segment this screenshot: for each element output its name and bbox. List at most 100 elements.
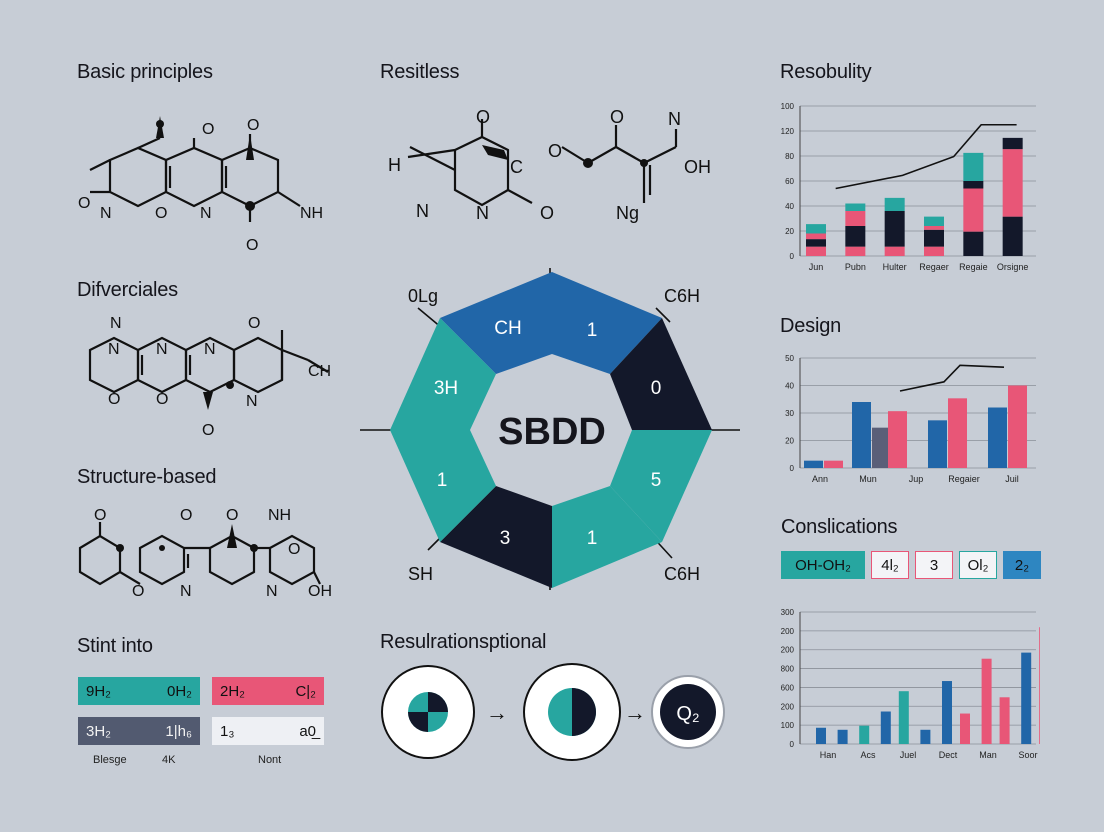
flow-arrow: → (486, 700, 508, 725)
atom-label: N (156, 341, 168, 358)
atom-label: OH (684, 157, 711, 177)
atom-label: NH (268, 507, 291, 524)
atom-label: O (202, 121, 214, 138)
bar (981, 658, 992, 744)
bar (824, 460, 843, 468)
y-tick-label: 0 (790, 464, 795, 473)
x-tick-label: Han (820, 750, 837, 760)
bar-segment (1002, 216, 1023, 256)
x-tick-label: Mun (859, 474, 877, 484)
y-tick-label: 30 (785, 409, 794, 418)
atom-label: O (226, 507, 238, 524)
bar-segment (924, 226, 944, 230)
stint-caption: Blesge (93, 754, 127, 766)
ring-segment (440, 486, 552, 588)
bar (960, 713, 970, 744)
ring-segment (390, 318, 496, 430)
stint-caption: 4K (162, 754, 176, 766)
molecule-difverciales: N N N N O O O N O CH (88, 315, 331, 439)
chip-right: a0̲ (299, 722, 316, 740)
bar-segment (845, 211, 866, 226)
legend-item: 2₂ (1003, 551, 1041, 579)
atom-label: O (94, 507, 106, 524)
section-title-structure-based: Structure-based (77, 466, 217, 488)
stint-chip: 3H₂ 1|h₆ (78, 717, 200, 745)
bar (948, 398, 967, 468)
legend-item: 4l₂ (871, 551, 909, 579)
ring-segment-label: 5 (651, 470, 662, 491)
flow-diagram: → → Q₂ (381, 663, 725, 761)
y-tick-label: 200 (781, 702, 795, 711)
atom-label: N (204, 341, 216, 358)
chip-left: 3H₂ (86, 722, 111, 740)
x-tick-label: Dect (939, 750, 958, 760)
ring-outer-label: C6H (664, 286, 700, 306)
atom-label: Ng (616, 203, 639, 223)
section-title-resulrationsptional: Resulrationsptional (380, 631, 547, 653)
atom-label: NH (300, 205, 323, 222)
atom-label: O (78, 195, 90, 212)
flow-arrow: → (624, 700, 646, 725)
x-tick-label: Regaie (959, 262, 988, 272)
x-tick-label: Man (979, 750, 997, 760)
atom-label: O (248, 315, 260, 332)
atom-label: O (610, 107, 624, 127)
bar (804, 460, 823, 468)
x-tick-label: Regaier (948, 474, 980, 484)
y-tick-label: 20 (785, 227, 794, 236)
chip-left: 2H₂ (220, 682, 245, 700)
y-tick-label: 0 (790, 740, 795, 749)
molecule-resitless: O H C N N O O O N OH Ng (388, 107, 711, 223)
section-title-difverciales: Difverciales (77, 279, 178, 301)
y-tick-label: 100 (781, 102, 795, 111)
chart-bottom-bars: 300 200 200 800 600 200 100 0 Han Acs Juel Dect Man S… (781, 608, 1040, 760)
ring-outer-label: 0Lg (408, 286, 438, 306)
legend-item: OH-OH₂ (781, 551, 865, 579)
y-tick-label: 600 (781, 683, 795, 692)
bar (999, 697, 1010, 744)
chart-title-design: Design (780, 315, 842, 337)
ring-segment-label: CH (494, 318, 521, 339)
legend-item: Ol₂ (959, 551, 997, 579)
bar (859, 725, 870, 744)
atom-label: N (108, 341, 120, 358)
atom-label: N (180, 583, 192, 600)
x-tick-label: Acs (860, 750, 876, 760)
bar-segment (884, 197, 905, 211)
atom-label: O (108, 391, 120, 408)
bar (852, 402, 871, 468)
bar (1008, 385, 1027, 468)
atom-label: O (288, 541, 300, 558)
bar-segment (963, 231, 984, 256)
stint-caption: Nont (258, 754, 282, 766)
x-tick-label: Juil (1005, 474, 1019, 484)
ring-segment (552, 272, 662, 374)
ring-segment (610, 430, 712, 542)
molecule-basic-principles: O O O O N O N NH (78, 116, 323, 254)
bar-segment (924, 229, 944, 247)
ring-segment-label: 1 (587, 320, 598, 341)
stint-chip: 2H₂ C|₂ (212, 677, 324, 705)
bar-segment (963, 188, 984, 232)
ring-segment (552, 486, 662, 588)
y-tick-label: 800 (781, 665, 795, 674)
bar (898, 691, 909, 744)
legend-title-conslications: Conslications (781, 516, 898, 538)
bar (942, 681, 952, 744)
y-tick-label: 200 (781, 646, 795, 655)
atom-label: O (132, 583, 144, 600)
chart-resobulity: 100 120 80 60 40 20 0 Jun Pubn Hulter Regaer Regaie… (781, 102, 1036, 272)
atom-label: O (246, 237, 258, 254)
atom-label: O (540, 203, 554, 223)
atom-label: N (110, 315, 122, 332)
y-tick-label: 300 (781, 608, 795, 617)
x-tick-label: Pubn (845, 262, 866, 272)
y-tick-label: 60 (785, 177, 794, 186)
section-title-basic-principles: Basic principles (77, 61, 213, 83)
bar (872, 427, 891, 468)
ring-outer-label: C6H (664, 564, 700, 584)
bar-segment (845, 246, 866, 256)
bar (888, 411, 907, 468)
atom-label: O (202, 422, 214, 439)
x-tick-label: Juel (900, 750, 917, 760)
